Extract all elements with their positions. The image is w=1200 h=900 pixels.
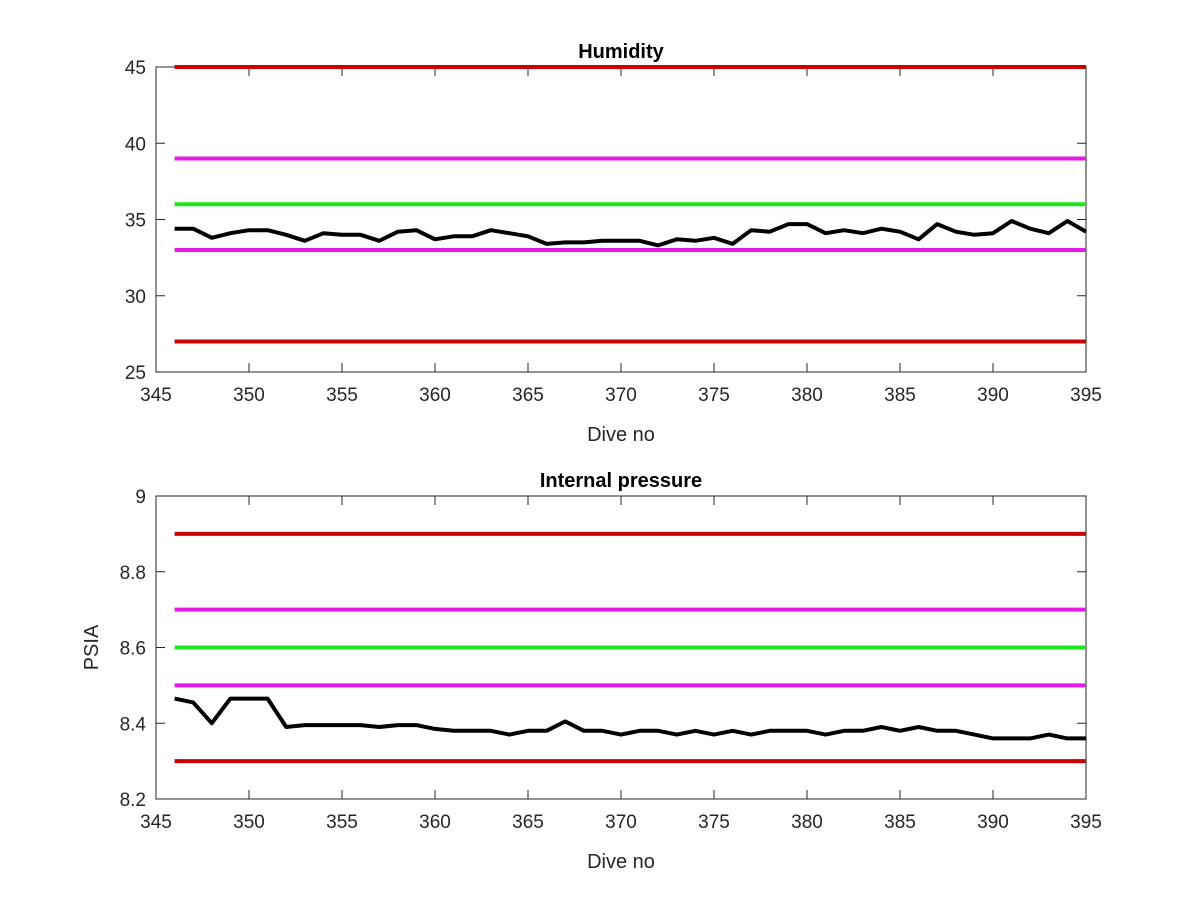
y-tick-label: 9 [135,487,146,508]
chart-title: Humidity [578,41,664,63]
x-tick-label: 360 [419,812,451,833]
y-tick-label: 45 [125,58,146,79]
y-tick-label: 8.4 [120,714,147,735]
series-line [174,696,1086,741]
x-tick-label: 365 [512,812,544,833]
x-tick-label: 395 [1070,812,1102,833]
humidity-chart: 345 350 355 360 365 370 375 380 385 390 395 25 30 35 4… [125,41,1102,446]
y-tick-label: 35 [125,211,146,232]
x-tick-label: 345 [140,812,172,833]
x-tick-label: 380 [791,385,823,406]
axes-frame [155,66,1087,373]
y-tick-label: 40 [125,134,146,155]
y-tick-label: 30 [125,287,146,308]
x-axis-label: Dive no [587,424,655,446]
x-tick-label: 385 [884,812,916,833]
x-tick-label: 385 [884,385,916,406]
x-tick-label: 375 [698,812,730,833]
x-tick-label: 390 [977,385,1009,406]
x-tick-label: 375 [698,385,730,406]
x-tick-label: 350 [233,385,265,406]
y-tick-label: 25 [125,363,146,384]
x-axis-label: Dive no [587,851,655,873]
x-tick-label: 370 [605,812,637,833]
x-tick-label: 370 [605,385,637,406]
x-tick-label: 345 [140,385,172,406]
series-line [174,219,1087,248]
x-tick-label: 395 [1070,385,1102,406]
x-tick-label: 390 [977,812,1009,833]
x-tick-label: 365 [512,385,544,406]
x-tick-label: 355 [326,385,358,406]
x-tick-label: 350 [233,812,265,833]
internal-pressure-chart: 345 350 355 360 365 370 375 380 385 390 395 8.2 8.4 8… [81,470,1102,873]
y-tick-label: 8.8 [120,563,146,584]
y-axis-label: PSIA [81,624,103,670]
x-tick-label: 360 [419,385,451,406]
x-tick-label: 380 [791,812,823,833]
y-tick-label: 8.6 [120,639,146,660]
x-tick-label: 355 [326,812,358,833]
chart-title: Internal pressure [540,470,702,492]
y-tick-label: 8.2 [120,790,146,811]
